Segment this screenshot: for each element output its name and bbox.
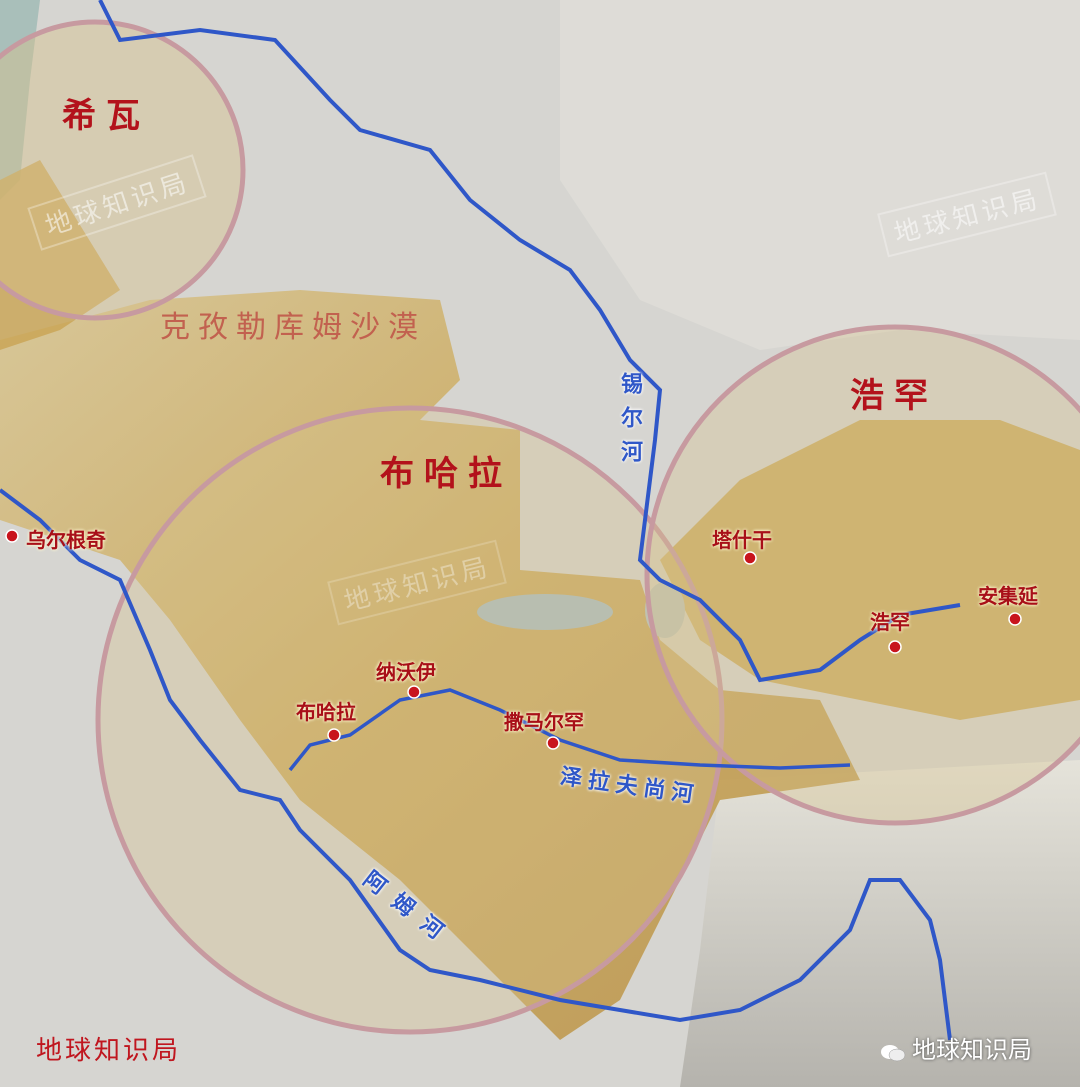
city-dot-bukhara — [327, 728, 341, 742]
khanate-label-bukhara: 布哈拉 — [380, 454, 512, 494]
city-dot-kokand — [888, 640, 902, 654]
khiva-circle — [0, 19, 246, 321]
city-dot-urgench — [5, 529, 19, 543]
wechat-credit-text: 地球知识局 — [912, 1036, 1032, 1064]
reservoir — [645, 582, 685, 638]
northern-plateau — [560, 0, 1080, 350]
pamir-mountains — [680, 760, 1080, 1087]
city-label-bukhara: 布哈拉 — [296, 700, 356, 724]
kokand-circle — [644, 324, 1080, 826]
credit-label: 地球知识局 — [36, 1036, 182, 1066]
bukhara-circle — [95, 405, 725, 1035]
khanate-label-khiva: 希瓦 — [62, 96, 150, 136]
river-label-syr: 锡尔河 — [617, 372, 642, 474]
city-dot-andijan — [1008, 612, 1022, 626]
city-label-tashkent: 塔什干 — [712, 528, 772, 552]
city-label-andijan: 安集延 — [978, 584, 1038, 608]
city-label-samarkand: 撒马尔罕 — [504, 710, 584, 734]
city-label-kokand: 浩罕 — [870, 610, 910, 634]
city-label-navoi: 纳沃伊 — [376, 660, 436, 684]
khanate-label-kokand: 浩罕 — [850, 376, 938, 416]
aydar-lake — [477, 594, 613, 630]
city-dot-samarkand — [546, 736, 560, 750]
amu-river — [0, 488, 952, 1041]
syr-river — [98, 0, 961, 683]
kokand-territory — [660, 420, 1080, 720]
city-label-urgench: 乌尔根奇 — [26, 528, 106, 552]
desert-label: 克孜勒库姆沙漠 — [160, 310, 426, 345]
city-dot-navoi — [407, 685, 421, 699]
city-dot-tashkent — [743, 551, 757, 565]
wechat-credit: 地球知识局 — [880, 1030, 1032, 1065]
wechat-icon — [880, 1041, 906, 1062]
